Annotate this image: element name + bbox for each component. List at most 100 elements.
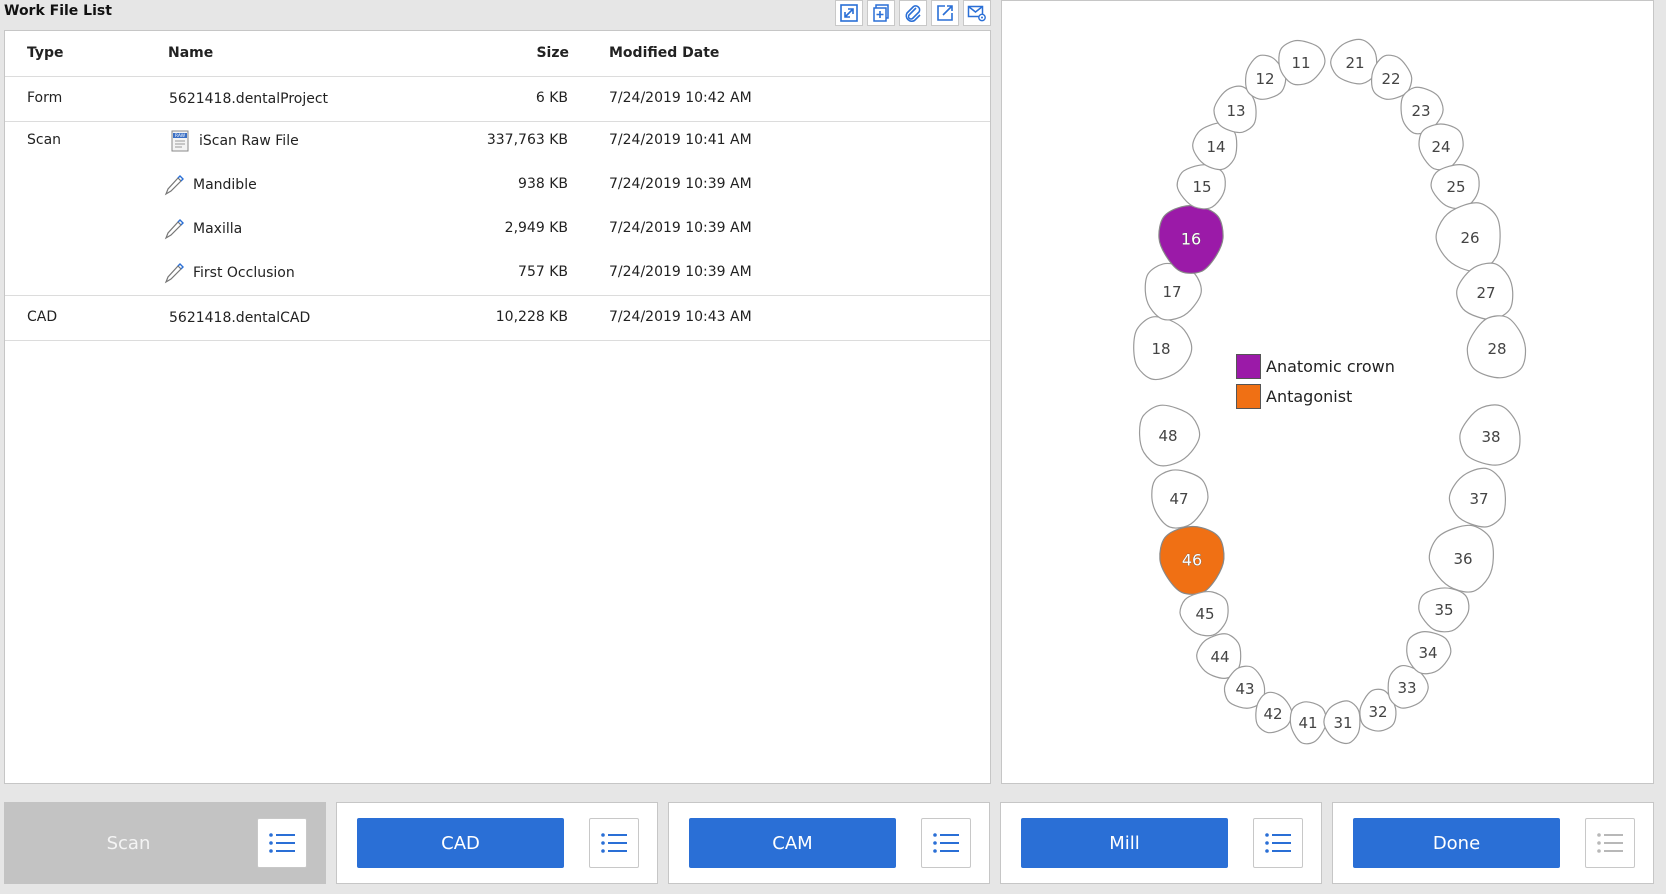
- tooth-26[interactable]: 26: [1435, 202, 1501, 273]
- legend-swatch: [1236, 353, 1261, 379]
- tooth-35[interactable]: 35: [1418, 587, 1470, 633]
- tooth-45[interactable]: 45: [1179, 590, 1229, 637]
- tooth-48[interactable]: 48: [1138, 404, 1201, 467]
- tooth-15[interactable]: 15: [1176, 164, 1226, 210]
- group-form: Form 5621418.dentalProject 6 KB 7/24/201…: [5, 77, 990, 122]
- step-cad: CAD: [336, 802, 658, 884]
- table-row[interactable]: CAD 5621418.dentalCAD 10,228 KB 7/24/201…: [5, 296, 990, 340]
- tooth-number: 42: [1263, 705, 1282, 723]
- row-type: CAD: [27, 309, 58, 325]
- tooth-21[interactable]: 21: [1330, 38, 1378, 85]
- mill-list-button[interactable]: [1253, 818, 1303, 868]
- tooth-shape: [1278, 39, 1326, 86]
- tooth-shape: [1448, 467, 1507, 528]
- row-name: First Occlusion: [163, 260, 295, 286]
- step-scan: Scan: [4, 802, 326, 884]
- tooth-32[interactable]: 32: [1359, 688, 1397, 732]
- tooth-number: 47: [1169, 490, 1188, 508]
- table-header: Type Name Size Modified Date: [5, 31, 990, 77]
- tooth-13[interactable]: 13: [1213, 85, 1257, 134]
- header-type[interactable]: Type: [27, 45, 64, 61]
- table-row[interactable]: Maxilla 2,949 KB 7/24/2019 10:39 AM: [5, 207, 990, 251]
- export-button[interactable]: [931, 0, 959, 26]
- tooth-27[interactable]: 27: [1456, 262, 1514, 321]
- tooth-number: 14: [1206, 138, 1225, 156]
- tooth-number: 45: [1195, 605, 1214, 623]
- row-name: RAW iScan Raw File: [169, 128, 299, 154]
- tooth-47[interactable]: 47: [1151, 469, 1209, 529]
- mill-button[interactable]: Mill: [1021, 818, 1228, 868]
- file-name: First Occlusion: [193, 265, 295, 281]
- step-mill: Mill: [1000, 802, 1322, 884]
- tooth-41[interactable]: 41: [1289, 701, 1328, 745]
- tooth-number: 43: [1235, 680, 1254, 698]
- tooth-42[interactable]: 42: [1255, 691, 1293, 734]
- scan-button[interactable]: Scan: [25, 818, 232, 868]
- row-date: 7/24/2019 10:41 AM: [609, 132, 752, 148]
- tooth-34[interactable]: 34: [1406, 630, 1452, 675]
- tooth-37[interactable]: 37: [1448, 467, 1507, 528]
- scan-list-button[interactable]: [257, 818, 307, 868]
- tooth-22[interactable]: 22: [1371, 54, 1413, 100]
- tooth-number: 28: [1487, 340, 1506, 358]
- add-file-button[interactable]: [867, 0, 895, 26]
- tooth-shape: [1159, 525, 1225, 595]
- cam-list-button[interactable]: [921, 818, 971, 868]
- cad-button[interactable]: CAD: [357, 818, 564, 868]
- tooth-number: 24: [1431, 138, 1450, 156]
- tooth-shape: [1330, 38, 1378, 85]
- table-row[interactable]: First Occlusion 757 KB 7/24/2019 10:39 A…: [5, 251, 990, 295]
- tooth-18[interactable]: 18: [1133, 316, 1193, 381]
- cad-list-button[interactable]: [589, 818, 639, 868]
- tooth-31[interactable]: 31: [1323, 700, 1361, 745]
- table-row[interactable]: Scan RAW iScan Raw File 337,763 KB 7/24/…: [5, 119, 990, 163]
- table-row[interactable]: Form 5621418.dentalProject 6 KB 7/24/201…: [5, 77, 990, 121]
- tooth-11[interactable]: 11: [1278, 39, 1326, 86]
- row-name: Maxilla: [163, 216, 242, 242]
- mail-settings-icon: [967, 5, 986, 22]
- row-size: 10,228 KB: [495, 309, 568, 325]
- export-icon: [937, 5, 953, 21]
- tooth-number: 13: [1226, 102, 1245, 120]
- list-icon: [933, 833, 959, 853]
- attach-button[interactable]: [899, 0, 927, 26]
- legend-item-antagonist: Antagonist: [1236, 381, 1395, 411]
- tooth-number: 46: [1182, 551, 1202, 570]
- tooth-shape: [1406, 630, 1452, 675]
- expand-icon: [840, 4, 858, 22]
- tooth-46[interactable]: 46: [1159, 525, 1225, 595]
- legend-label: Antagonist: [1266, 386, 1353, 406]
- tooth-44[interactable]: 44: [1196, 633, 1242, 680]
- tooth-43[interactable]: 43: [1223, 665, 1266, 709]
- done-list-button[interactable]: [1585, 818, 1635, 868]
- header-size[interactable]: Size: [536, 45, 569, 61]
- done-button[interactable]: Done: [1353, 818, 1560, 868]
- tooth-shape: [1138, 404, 1201, 467]
- tooth-28[interactable]: 28: [1466, 315, 1527, 379]
- tooth-38[interactable]: 38: [1459, 404, 1521, 466]
- tooth-number: 11: [1291, 54, 1310, 72]
- list-icon: [601, 833, 627, 853]
- header-modified-date[interactable]: Modified Date: [609, 45, 720, 61]
- list-icon: [269, 833, 295, 853]
- tooth-33[interactable]: 33: [1387, 664, 1429, 709]
- mail-settings-button[interactable]: [963, 0, 991, 26]
- tooth-number: 34: [1418, 644, 1437, 662]
- tooth-shape: [1371, 54, 1413, 100]
- header-name[interactable]: Name: [168, 45, 214, 61]
- tooth-number: 12: [1255, 70, 1274, 88]
- expand-button[interactable]: [835, 0, 863, 26]
- group-cad: CAD 5621418.dentalCAD 10,228 KB 7/24/201…: [5, 296, 990, 341]
- row-size: 757 KB: [518, 264, 568, 280]
- tooth-shape: [1179, 590, 1229, 637]
- tooth-number: 44: [1210, 648, 1229, 666]
- table-row[interactable]: Mandible 938 KB 7/24/2019 10:39 AM: [5, 163, 990, 207]
- tooth-number: 36: [1453, 550, 1472, 568]
- tooth-12[interactable]: 12: [1245, 54, 1287, 100]
- tooth-24[interactable]: 24: [1418, 123, 1464, 171]
- cam-button[interactable]: CAM: [689, 818, 896, 868]
- tooth-25[interactable]: 25: [1430, 163, 1480, 210]
- file-name: 5621418.dentalCAD: [169, 310, 311, 326]
- file-name: Mandible: [193, 177, 257, 193]
- tooth-36[interactable]: 36: [1428, 524, 1494, 593]
